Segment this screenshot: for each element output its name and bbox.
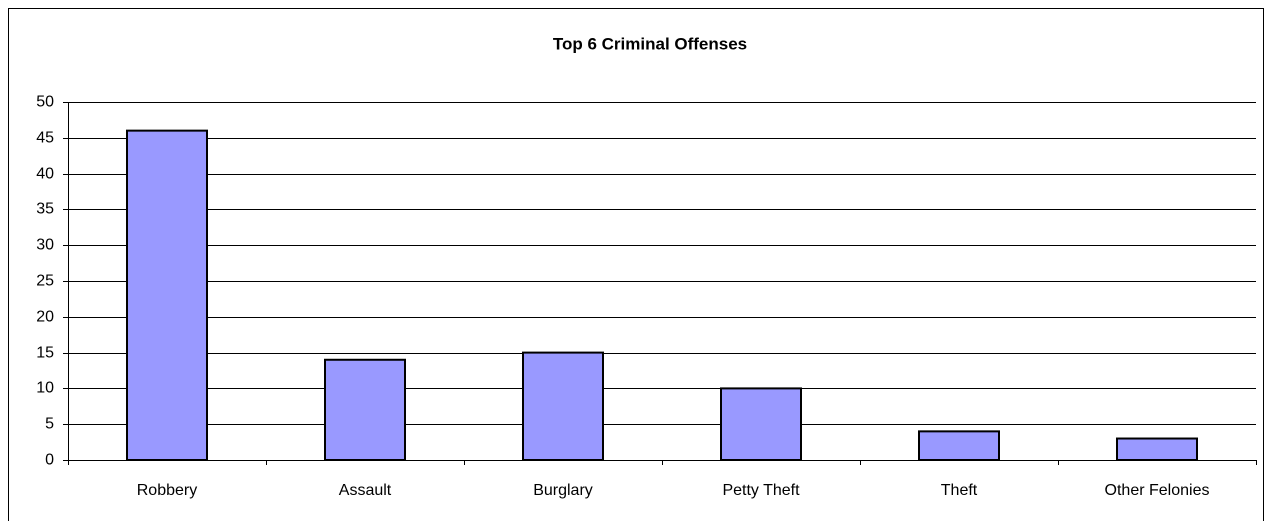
chart-border [8, 8, 1264, 521]
y-tick-label: 40 [36, 166, 54, 183]
bar [918, 430, 1000, 461]
x-tick-label: Theft [941, 482, 978, 499]
y-tick-label: 10 [36, 380, 54, 397]
y-tick-label: 50 [36, 94, 54, 111]
bar [126, 129, 208, 461]
y-tick-label: 5 [45, 416, 54, 433]
y-tick-label: 30 [36, 237, 54, 254]
bar [522, 351, 604, 462]
x-tick-label: Other Felonies [1105, 482, 1210, 499]
chart-title: Top 6 Criminal Offenses [553, 34, 747, 53]
y-tick-label: 35 [36, 201, 54, 218]
x-tick-label: Assault [339, 482, 392, 499]
bar [720, 387, 802, 461]
x-tick-label: Robbery [137, 482, 197, 499]
y-tick-label: 20 [36, 309, 54, 326]
x-tick-label: Petty Theft [722, 482, 800, 499]
y-tick-label: 45 [36, 130, 54, 147]
bar [324, 358, 406, 462]
y-tick-label: 25 [36, 273, 54, 290]
bar [1116, 437, 1198, 461]
y-tick-label: 15 [36, 345, 54, 362]
x-tick-label: Burglary [533, 482, 593, 499]
y-tick-label: 0 [45, 452, 54, 469]
